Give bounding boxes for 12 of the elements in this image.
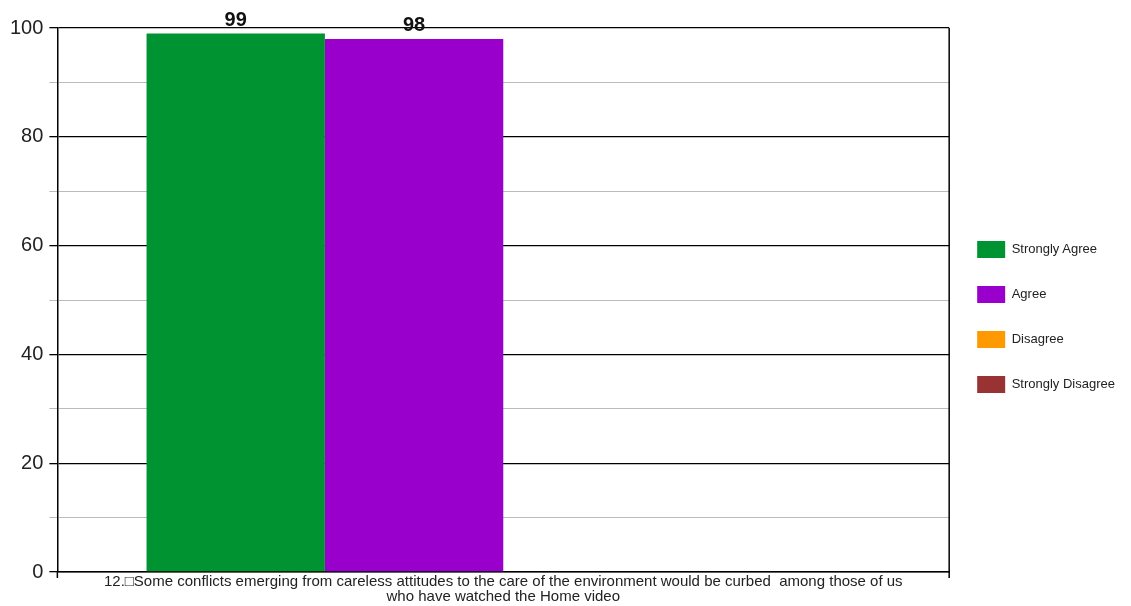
- y-tick-label: 60: [21, 233, 44, 256]
- data-label: 99: [224, 7, 247, 30]
- y-tick-label: 40: [21, 341, 44, 364]
- y-tick-label: 20: [21, 450, 44, 473]
- x-tick-label: 12.□Some conflicts emerging from careless attitudes to the care of the environment would be curbed among those of us who have watched the Home video: [103, 571, 903, 604]
- y-tick-label: 80: [21, 124, 44, 147]
- y-tick-label: 0: [32, 559, 44, 582]
- legend-label: Strongly Disagree: [1011, 376, 1115, 392]
- y-tick-label: 100: [9, 15, 44, 38]
- legend-label: Strongly Agree: [1011, 241, 1097, 257]
- legend-label: Agree: [1011, 286, 1047, 302]
- legend-label: Disagree: [1011, 331, 1064, 347]
